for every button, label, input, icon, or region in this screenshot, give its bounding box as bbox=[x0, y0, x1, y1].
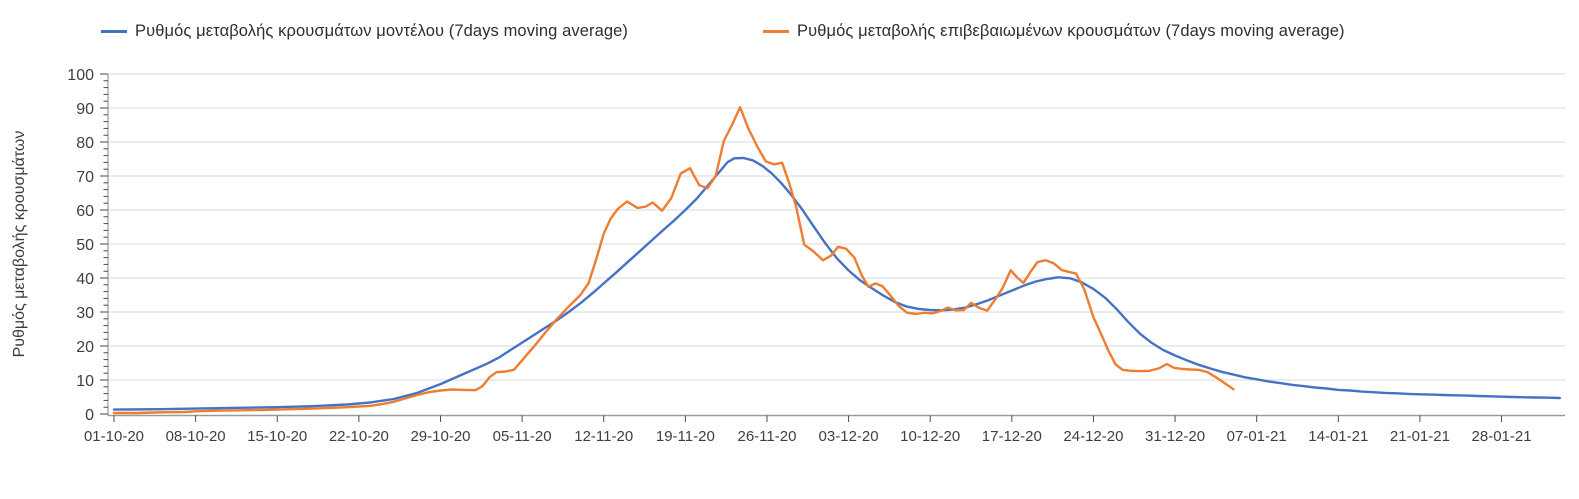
x-tick-label: 19-11-20 bbox=[656, 428, 715, 445]
y-tick-label: 100 bbox=[67, 67, 94, 84]
x-tick-label: 17-12-20 bbox=[982, 428, 1042, 445]
x-tick-label: 12-11-20 bbox=[574, 428, 633, 445]
model-series-line-icon bbox=[101, 30, 127, 33]
x-tick-label: 14-01-21 bbox=[1308, 428, 1368, 445]
y-tick-label: 60 bbox=[76, 203, 94, 220]
x-tick-label: 01-10-20 bbox=[84, 428, 144, 445]
gridlines bbox=[108, 73, 1565, 381]
legend-label-model: Ρυθμός μεταβολής κρουσμάτων μοντέλου (7d… bbox=[135, 22, 628, 40]
confirmed-series-line bbox=[112, 106, 1235, 415]
x-tick-label: 24-12-20 bbox=[1063, 428, 1123, 445]
x-tick-label: 03-12-20 bbox=[819, 428, 879, 445]
series-lines bbox=[112, 106, 1562, 415]
x-tick-label: 10-12-20 bbox=[900, 428, 960, 445]
y-tick-label: 90 bbox=[76, 101, 94, 118]
legend-item-model[interactable]: Ρυθμός μεταβολής κρουσμάτων μοντέλου (7d… bbox=[101, 22, 628, 41]
axes bbox=[100, 73, 1565, 422]
y-tick-label: 30 bbox=[76, 305, 94, 322]
y-axis-tick-labels: 0 10 20 30 40 50 60 70 80 90 100 bbox=[67, 67, 94, 424]
y-tick-label: 80 bbox=[76, 135, 94, 152]
y-tick-label: 50 bbox=[76, 237, 94, 254]
x-tick-label: 15-10-20 bbox=[247, 428, 307, 445]
y-tick-label: 70 bbox=[76, 169, 94, 186]
y-axis-title: Ρυθμός μεταβολής κρουσμάτων bbox=[11, 131, 28, 358]
x-tick-label: 22-10-20 bbox=[329, 428, 389, 445]
x-axis-tick-labels: 01-10-20 08-10-20 15-10-20 22-10-20 29-10-20… bbox=[84, 428, 1532, 445]
x-tick-label: 07-01-21 bbox=[1227, 428, 1287, 445]
confirmed-series-line-icon bbox=[763, 30, 789, 33]
x-tick-label: 28-01-21 bbox=[1472, 428, 1532, 445]
x-tick-label: 21-01-21 bbox=[1390, 428, 1450, 445]
x-tick-label: 08-10-20 bbox=[166, 428, 226, 445]
x-tick-label: 26-11-20 bbox=[737, 428, 796, 445]
y-tick-label: 20 bbox=[76, 339, 94, 356]
y-tick-label: 40 bbox=[76, 271, 94, 288]
legend-item-confirmed[interactable]: Ρυθμός μεταβολής επιβεβαιωμένων κρουσμάτ… bbox=[763, 22, 1345, 41]
x-tick-label: 29-10-20 bbox=[410, 428, 470, 445]
x-tick-label: 05-11-20 bbox=[493, 428, 552, 445]
y-tick-label: 10 bbox=[76, 373, 94, 390]
model-series-line bbox=[112, 156, 1562, 411]
y-tick-label: 0 bbox=[85, 407, 94, 424]
legend-label-confirmed: Ρυθμός μεταβολής επιβεβαιωμένων κρουσμάτ… bbox=[797, 22, 1345, 40]
x-tick-label: 31-12-20 bbox=[1145, 428, 1205, 445]
